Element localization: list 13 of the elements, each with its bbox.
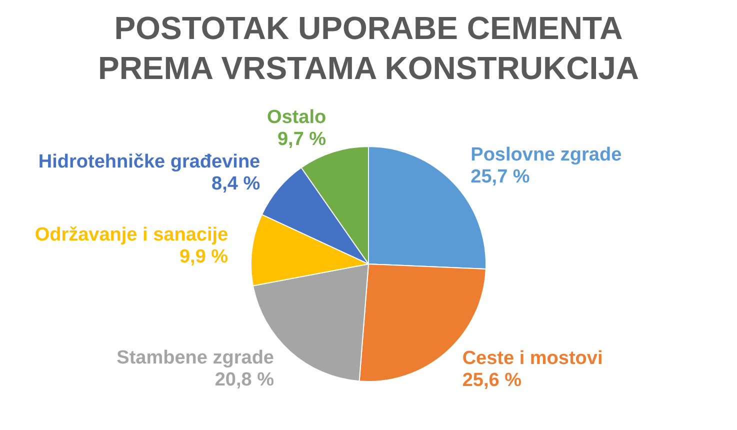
data-label: 8,4 % xyxy=(212,173,260,194)
slice-label: Poslovne zgrade xyxy=(470,144,622,166)
data-label: 9,9 % xyxy=(179,246,228,268)
chart-title: POSTOTAK UPORABE CEMENTA PREMA VRSTAMA KONSTRUKCIJA xyxy=(96,9,640,88)
slice-label: Ceste i mostovi xyxy=(462,348,603,370)
slice-label: Stambene zgrade xyxy=(116,348,274,369)
slice-label: Hidrotehničke građevine xyxy=(38,151,260,172)
data-label: 9,7 % xyxy=(277,129,326,150)
data-label: 25,6 % xyxy=(462,370,522,392)
slice-label: Ostalo xyxy=(266,107,326,128)
slice-label: Održavanje i sanacije xyxy=(34,224,228,246)
data-label: 20,8 % xyxy=(214,370,274,391)
data-label: 25,7 % xyxy=(470,166,530,188)
